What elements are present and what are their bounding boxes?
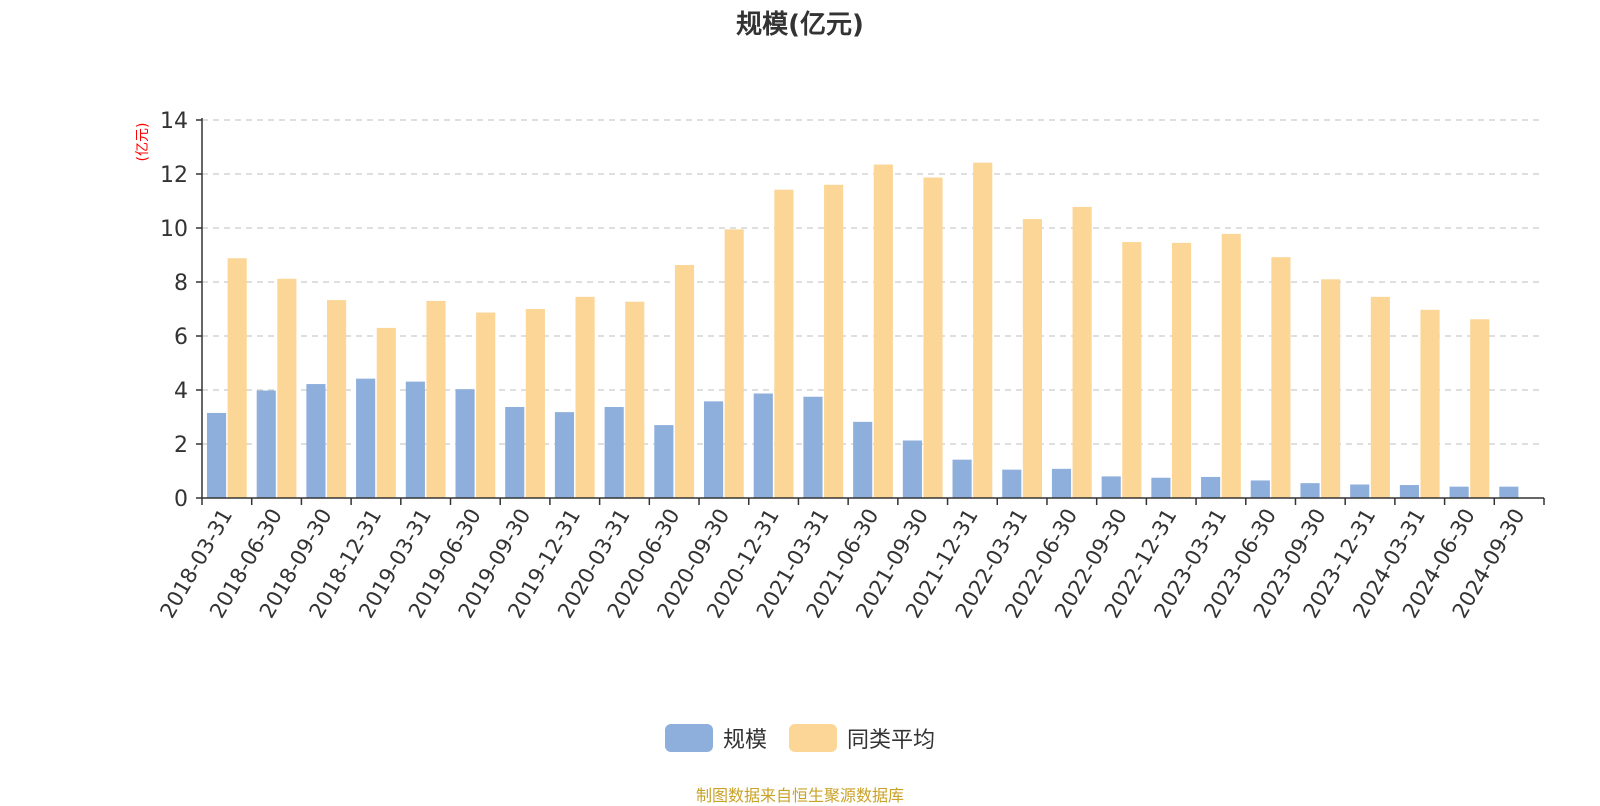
legend-item-scale[interactable]: 规模 bbox=[664, 722, 767, 754]
bar-peer-average[interactable] bbox=[824, 184, 844, 499]
y-tick-label: 0 bbox=[174, 487, 188, 512]
bar-peer-average[interactable] bbox=[1420, 309, 1440, 498]
bar-peer-average[interactable] bbox=[1321, 279, 1341, 498]
bars bbox=[206, 162, 1519, 499]
y-tick-label: 6 bbox=[174, 325, 188, 350]
bar-peer-average[interactable] bbox=[1271, 257, 1291, 498]
bar-peer-average[interactable] bbox=[1221, 233, 1241, 498]
bar-scale[interactable] bbox=[1300, 483, 1320, 498]
bar-peer-average[interactable] bbox=[227, 258, 247, 498]
bar-peer-average[interactable] bbox=[376, 327, 396, 498]
bar-peer-average[interactable] bbox=[1122, 242, 1142, 498]
bar-scale[interactable] bbox=[206, 412, 227, 498]
y-axis-unit-label: (亿元) bbox=[135, 123, 151, 162]
y-tick-label: 2 bbox=[174, 433, 188, 458]
bar-peer-average[interactable] bbox=[1072, 206, 1092, 498]
bar-scale[interactable] bbox=[405, 381, 425, 498]
bar-scale[interactable] bbox=[1399, 485, 1419, 498]
bar-peer-average[interactable] bbox=[724, 229, 744, 498]
legend-swatch-scale bbox=[664, 724, 713, 752]
legend-label-scale: 规模 bbox=[722, 728, 767, 753]
bar-scale[interactable] bbox=[604, 407, 624, 498]
bar-scale[interactable] bbox=[356, 378, 376, 498]
legend: 规模 同类平均 bbox=[0, 720, 1600, 756]
bar-scale[interactable] bbox=[1051, 468, 1072, 498]
bar-scale[interactable] bbox=[1350, 484, 1370, 499]
bar-peer-average[interactable] bbox=[277, 278, 297, 498]
y-tick-label: 8 bbox=[174, 271, 188, 296]
source-note: 制图数据来自恒生聚源数据库 bbox=[695, 786, 904, 805]
bar-peer-average[interactable] bbox=[327, 300, 347, 498]
bar-scale[interactable] bbox=[1101, 476, 1121, 498]
bar-peer-average[interactable] bbox=[674, 264, 695, 498]
bar-scale[interactable] bbox=[853, 421, 873, 498]
bar-scale[interactable] bbox=[1250, 480, 1270, 498]
legend-item-peer-average[interactable]: 同类平均 bbox=[789, 722, 935, 754]
y-tick-label: 12 bbox=[160, 163, 188, 188]
bar-scale[interactable] bbox=[306, 384, 326, 498]
bar-scale[interactable] bbox=[952, 459, 972, 498]
bar-scale[interactable] bbox=[455, 389, 475, 498]
bar-scale[interactable] bbox=[1499, 486, 1519, 498]
bar-peer-average[interactable] bbox=[525, 309, 545, 498]
bar-peer-average[interactable] bbox=[1022, 219, 1042, 498]
y-tick-label: 10 bbox=[160, 217, 188, 242]
y-tick-label: 14 bbox=[160, 109, 188, 134]
bar-peer-average[interactable] bbox=[873, 164, 893, 499]
bar-peer-average[interactable] bbox=[774, 189, 794, 498]
bar-scale[interactable] bbox=[704, 401, 724, 498]
bar-peer-average[interactable] bbox=[923, 177, 943, 498]
bar-scale[interactable] bbox=[1151, 477, 1171, 498]
bar-peer-average[interactable] bbox=[973, 162, 993, 498]
bar-chart: (亿元) 024681012142018-03-312018-06-302018… bbox=[135, 109, 1545, 622]
bar-scale[interactable] bbox=[1449, 486, 1469, 498]
bar-peer-average[interactable] bbox=[426, 300, 446, 498]
bar-scale[interactable] bbox=[554, 412, 575, 498]
y-tick-label: 4 bbox=[174, 379, 188, 404]
legend-label-peer-average: 同类平均 bbox=[847, 728, 936, 753]
legend-swatch-peer-average bbox=[789, 724, 837, 752]
bar-scale[interactable] bbox=[902, 440, 922, 498]
chart-title: 规模(亿元) bbox=[736, 10, 864, 40]
bar-scale[interactable] bbox=[654, 425, 674, 498]
bar-scale[interactable] bbox=[1002, 469, 1022, 498]
bar-peer-average[interactable] bbox=[625, 301, 645, 498]
grid-lines bbox=[202, 119, 1544, 445]
bar-scale[interactable] bbox=[256, 390, 276, 498]
bar-scale[interactable] bbox=[803, 396, 823, 498]
bar-scale[interactable] bbox=[505, 407, 525, 498]
bar-peer-average[interactable] bbox=[476, 312, 496, 498]
bar-peer-average[interactable] bbox=[575, 296, 595, 498]
bar-scale[interactable] bbox=[1201, 476, 1221, 498]
bar-peer-average[interactable] bbox=[1470, 319, 1490, 498]
bar-peer-average[interactable] bbox=[1370, 296, 1390, 498]
bar-scale[interactable] bbox=[753, 393, 773, 498]
bar-peer-average[interactable] bbox=[1171, 242, 1192, 498]
